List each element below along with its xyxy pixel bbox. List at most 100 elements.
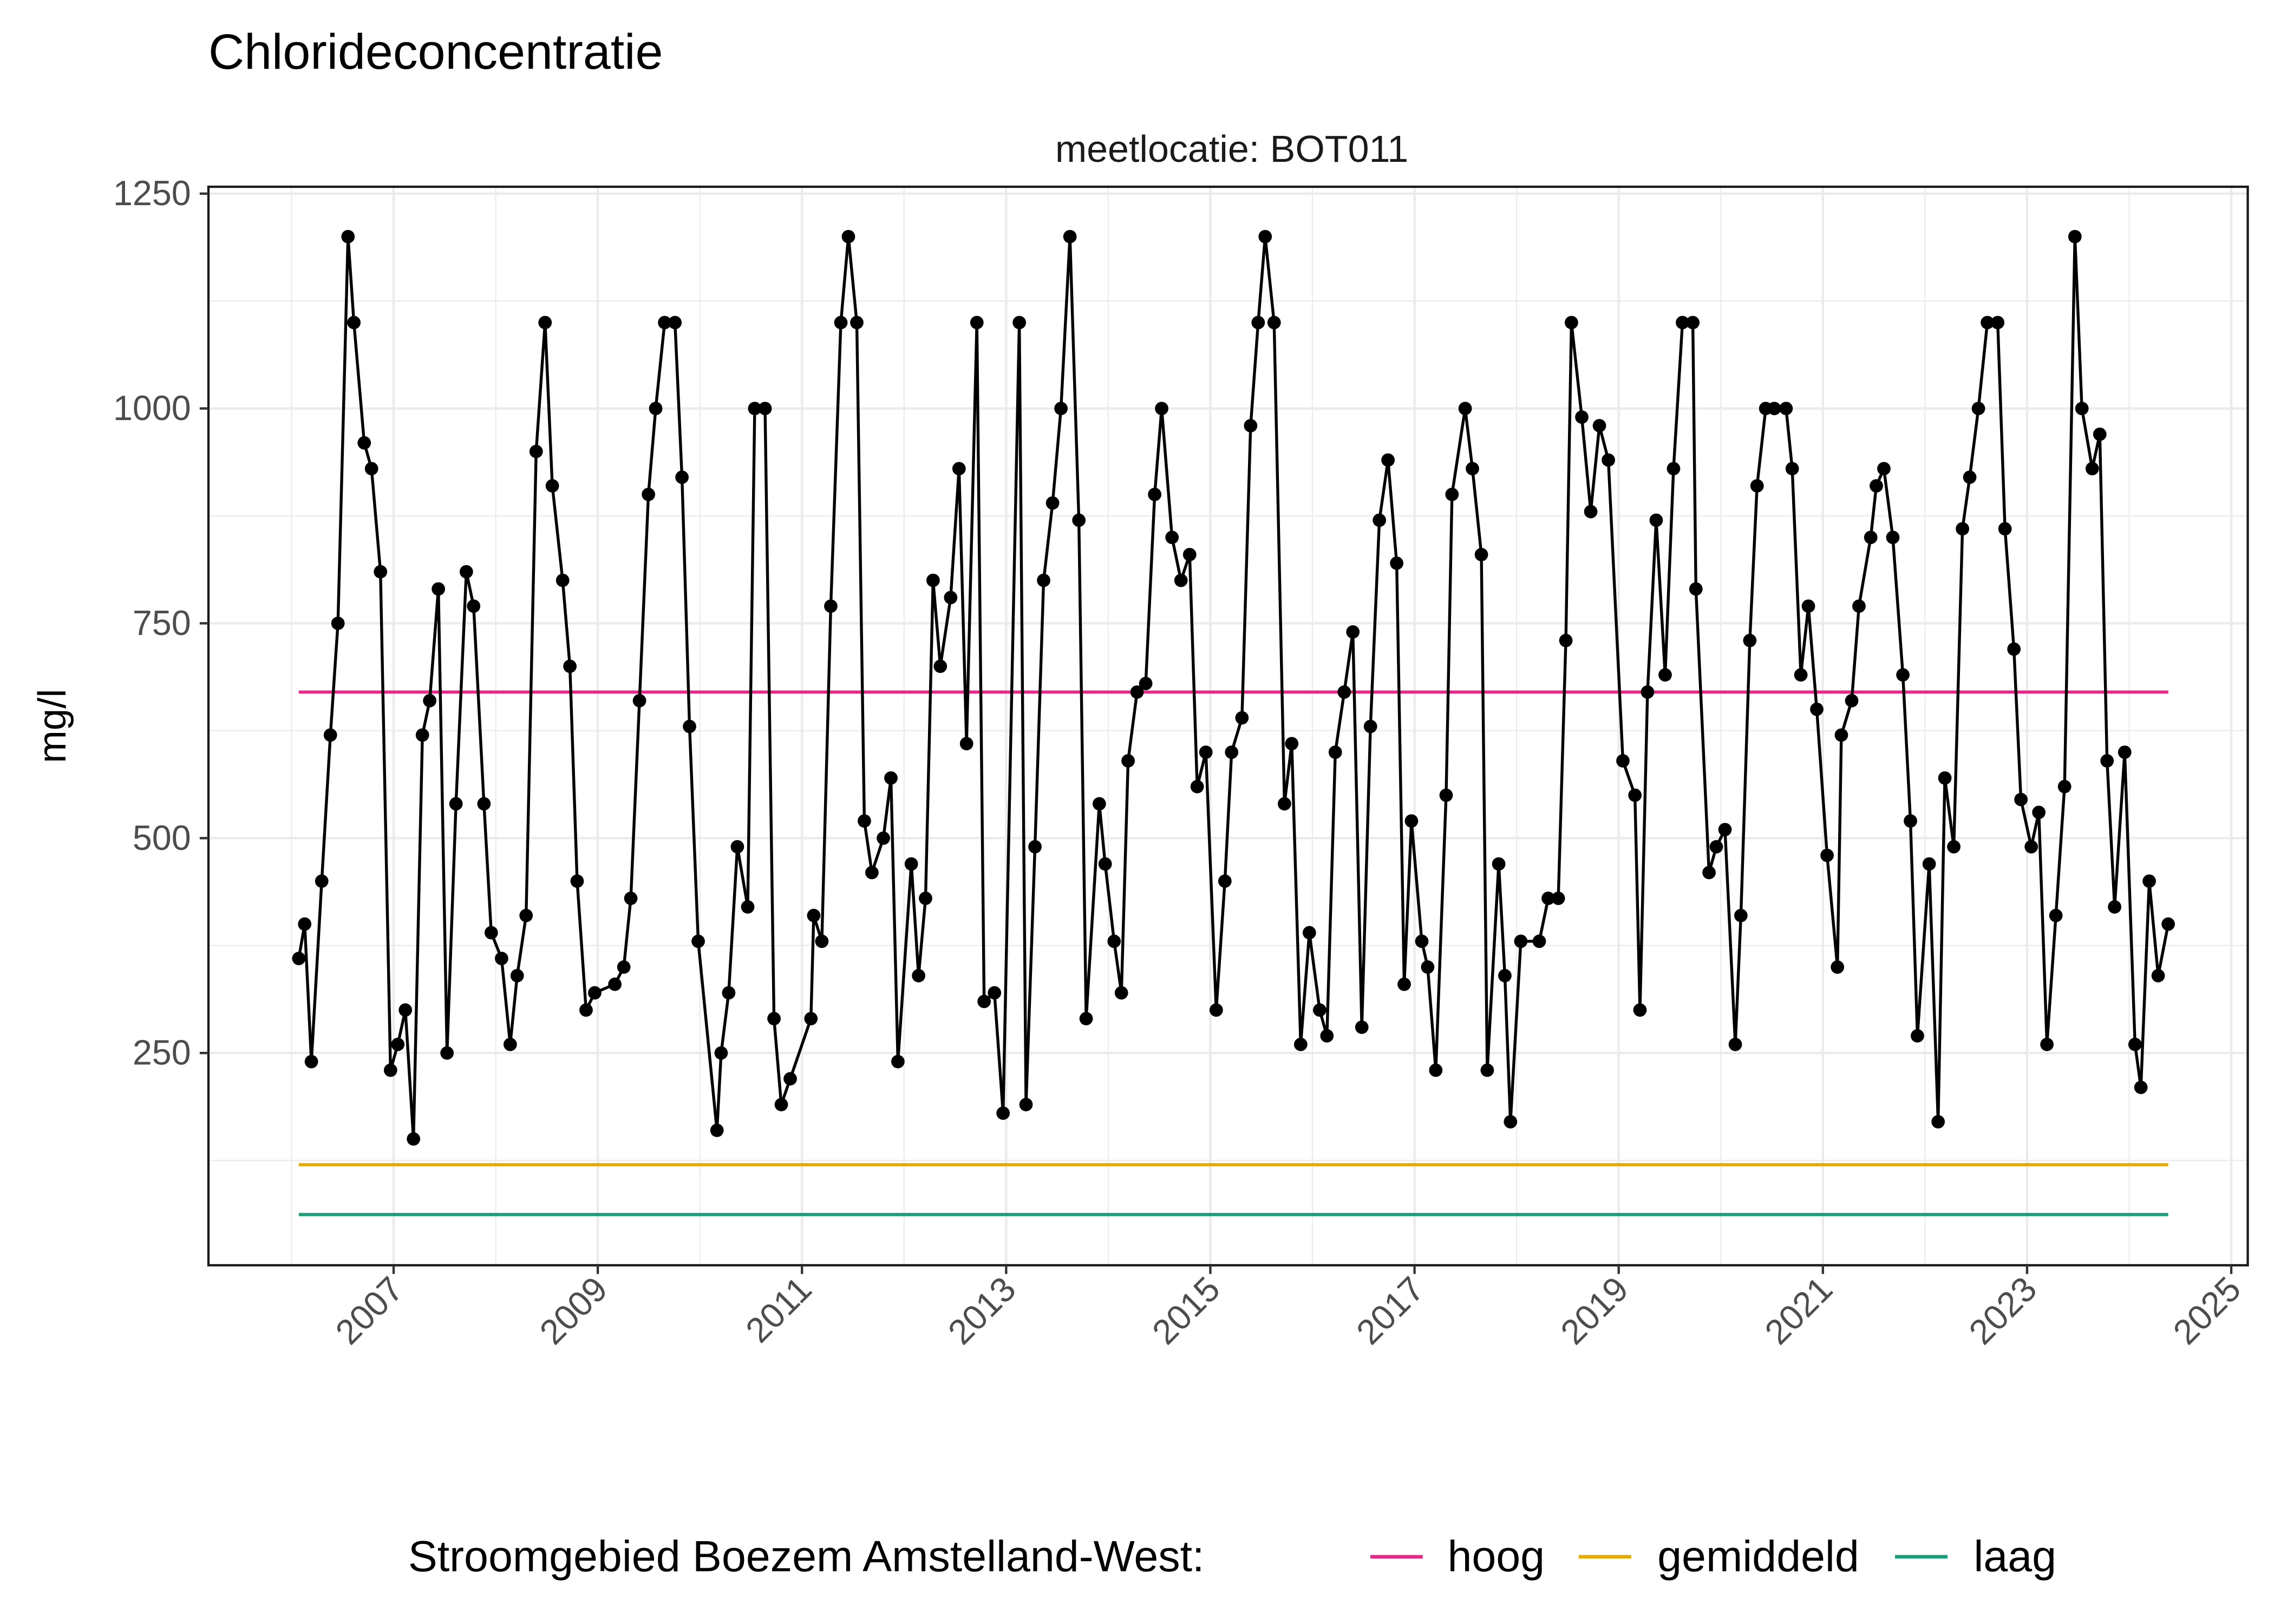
data-point — [1404, 814, 1419, 828]
data-point — [1355, 1020, 1369, 1034]
data-point — [1633, 1003, 1647, 1017]
data-point — [1628, 788, 1642, 802]
series-line-segment — [2147, 881, 2160, 976]
data-point — [1148, 487, 1162, 501]
series-line-segment — [931, 580, 942, 667]
data-point — [1991, 316, 2005, 330]
data-point — [649, 402, 663, 415]
data-point — [1190, 780, 1204, 794]
data-point — [783, 1072, 797, 1086]
series-line-segment — [1223, 752, 1233, 881]
data-point — [570, 874, 584, 888]
series-line-segment — [1480, 554, 1489, 1070]
series-line-segment — [1891, 537, 1905, 675]
data-point — [1877, 462, 1891, 476]
series-line-segment — [1936, 778, 1946, 1122]
data-point — [1293, 1037, 1308, 1051]
data-point — [2068, 230, 2082, 244]
data-point — [304, 1055, 318, 1069]
data-point — [1251, 316, 1265, 330]
data-point — [1174, 573, 1188, 587]
series-line-segment — [2063, 237, 2076, 787]
series-line-segment — [1334, 692, 1346, 752]
data-point — [904, 857, 918, 871]
series-line-segment — [1042, 502, 1054, 581]
data-point — [1079, 1012, 1093, 1026]
data-point — [1616, 754, 1630, 768]
series-line-segment — [576, 881, 588, 1011]
data-point — [722, 986, 736, 1000]
data-point — [1328, 745, 1342, 759]
series-line-segment — [1570, 322, 1584, 417]
series-line-segment — [862, 821, 874, 873]
data-point — [1415, 934, 1429, 948]
series-line-segment — [2105, 761, 2116, 907]
data-point — [1689, 582, 1703, 596]
data-point — [459, 565, 473, 579]
series-line-segment — [1033, 580, 1045, 847]
series-line-segment — [445, 803, 458, 1053]
facet-strip-label: meetlocatie: BOT011 — [1055, 128, 1408, 170]
series-line-segment — [674, 322, 684, 477]
data-point — [1743, 633, 1757, 647]
data-point — [2049, 908, 2063, 922]
data-point — [391, 1037, 405, 1051]
series-line-segment — [1869, 486, 1878, 538]
data-point — [1794, 668, 1808, 682]
data-point — [357, 436, 371, 450]
series-line-segment — [2157, 924, 2170, 976]
series-line-segment — [1943, 777, 1956, 847]
data-point — [1896, 668, 1910, 682]
series-line-segment — [1471, 468, 1483, 555]
data-point — [1337, 685, 1351, 699]
series-line-segment — [622, 898, 632, 967]
series-line-segment — [1410, 821, 1423, 942]
series-line-segment — [1351, 632, 1363, 1027]
series-line-segment — [1378, 460, 1390, 521]
legend: Stroomgebied Boezem Amstelland-West: hoo… — [408, 1533, 2056, 1581]
series-line-segment — [1160, 408, 1174, 538]
series-line-segment — [1850, 606, 1861, 701]
series-line-segment — [939, 597, 952, 667]
series-line-segment — [1434, 795, 1448, 1071]
data-point — [877, 831, 890, 845]
series-line-segment — [1961, 477, 1971, 529]
series-line-segment — [2123, 752, 2137, 1045]
series-line-segment — [1395, 563, 1406, 985]
legend-title: Stroomgebied Boezem Amstelland-West: — [408, 1533, 1205, 1581]
series-line-segment — [1360, 726, 1372, 1027]
data-point — [1686, 316, 1700, 330]
data-point — [1938, 771, 1952, 785]
series-line-segment — [638, 494, 650, 701]
data-point — [1390, 556, 1403, 570]
data-point — [1709, 840, 1723, 854]
series-line-segment — [680, 477, 691, 727]
data-point — [1267, 316, 1281, 330]
data-point — [1998, 522, 2012, 536]
data-point — [1346, 625, 1360, 639]
series-line-segment — [1059, 236, 1071, 409]
data-point — [383, 1063, 397, 1077]
data-point — [1363, 719, 1377, 734]
series-line-segment — [1785, 408, 1794, 469]
data-point — [1779, 402, 1793, 415]
data-point — [1072, 513, 1086, 527]
series-line-segment — [809, 915, 815, 1019]
series-line-segment — [1299, 932, 1311, 1045]
data-point — [2024, 840, 2038, 854]
grid — [208, 186, 2248, 1266]
series-line-segment — [534, 322, 547, 452]
series-line-segment — [428, 588, 440, 701]
series-line-segment — [329, 623, 339, 736]
data-point — [668, 316, 682, 330]
data-point — [1911, 1029, 1924, 1043]
series-line-segment — [1068, 236, 1081, 521]
data-point — [1445, 487, 1459, 501]
data-point — [1182, 548, 1197, 561]
data-point — [298, 917, 312, 931]
series-line-segment — [1509, 941, 1522, 1122]
series-line-segment — [1426, 967, 1437, 1071]
data-point — [545, 479, 559, 493]
